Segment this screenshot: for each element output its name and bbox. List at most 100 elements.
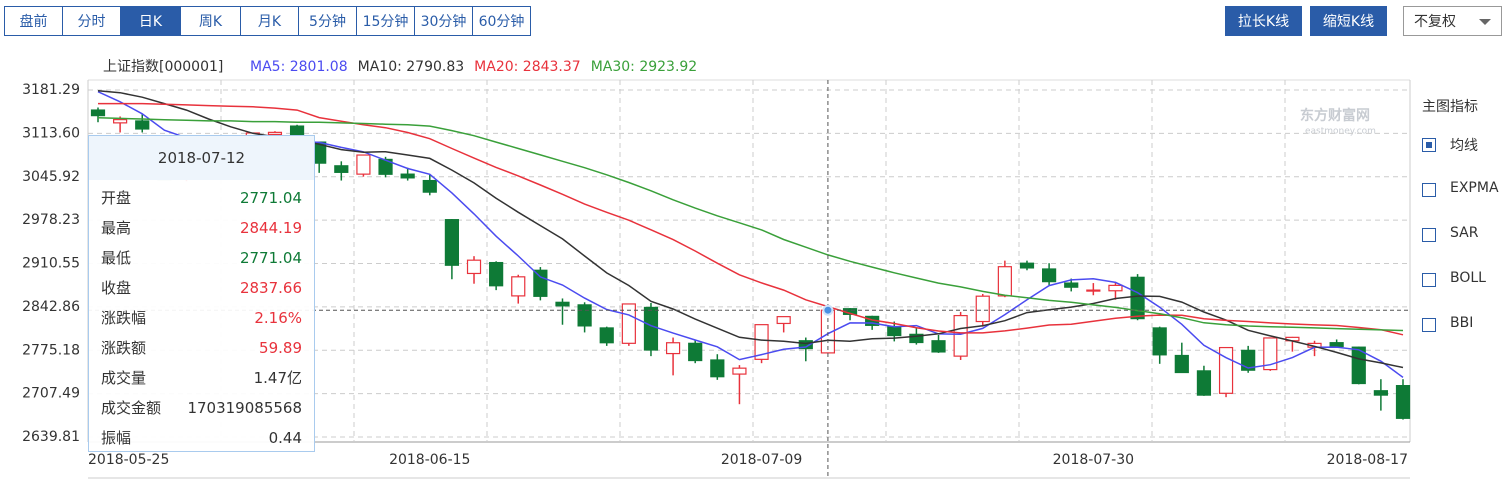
action-button[interactable]: 拉长K线 — [1225, 6, 1302, 36]
candle-body — [931, 340, 946, 353]
tooltip-value: 2771.04 — [239, 189, 302, 207]
candle-body — [356, 154, 371, 175]
tooltip-label: 最低 — [101, 249, 132, 267]
tooltip: 2018-07-12 开盘 2771.04 最高 2844.19 最低 2771.04 收盘… — [88, 135, 315, 452]
legend-entry: MA20: 2843.37 — [474, 59, 581, 75]
candle-body — [533, 269, 548, 297]
period-button[interactable]: 日K — [120, 6, 181, 36]
tooltip-value: 2771.04 — [239, 249, 302, 267]
tooltip-label: 开盘 — [101, 189, 132, 207]
candle-body — [953, 314, 968, 357]
candle-body — [511, 276, 526, 297]
tooltip-row: 涨跌额 59.89 — [101, 333, 302, 363]
tooltip-value: 59.89 — [259, 339, 302, 357]
period-button[interactable]: 盘前 — [4, 6, 63, 36]
candle-body — [466, 259, 482, 275]
adjust-select[interactable]: 不复权 — [1403, 6, 1502, 36]
candle-body — [378, 158, 393, 175]
period-button[interactable]: 30分钟 — [414, 6, 473, 36]
y-tick-label: 3181.29 — [22, 82, 80, 98]
candle-body — [909, 333, 924, 344]
indicator-checkbox[interactable] — [1422, 138, 1436, 152]
y-tick-label: 2910.55 — [22, 256, 80, 272]
candle-body — [1130, 276, 1145, 320]
candle-body — [887, 326, 902, 337]
candle-body — [732, 367, 747, 375]
candle-body — [1373, 390, 1388, 396]
period-button[interactable]: 5分钟 — [298, 6, 357, 36]
candle-body — [997, 266, 1012, 297]
tooltip-date: 2018-07-12 — [89, 136, 314, 180]
y-tick-label: 2707.49 — [22, 386, 80, 402]
tooltip-label: 涨跌幅 — [101, 309, 147, 327]
candle-body — [599, 327, 614, 344]
candle-body — [1241, 349, 1256, 371]
legend-entry: MA10: 2790.83 — [358, 59, 465, 75]
indicator-option[interactable]: EXPMA — [1450, 180, 1499, 196]
watermark-url: eastmoney.com — [1305, 127, 1376, 137]
candle-body — [1064, 282, 1079, 288]
tooltip-label: 收盘 — [101, 279, 132, 297]
candle-body — [975, 295, 990, 323]
candle-body — [90, 109, 106, 117]
indicator-checkbox[interactable] — [1422, 273, 1436, 287]
y-tick-label: 2978.23 — [22, 212, 80, 228]
legend-entry: MA30: 2923.92 — [591, 59, 698, 75]
indicator-option[interactable]: SAR — [1450, 225, 1479, 241]
candle-body — [1019, 262, 1035, 269]
legend-entry: MA5: 2801.08 — [250, 59, 348, 75]
tooltip-value: 0.44 — [268, 429, 302, 447]
ma-line — [97, 116, 1404, 332]
tooltip-row: 振幅 0.44 — [101, 423, 302, 453]
indicator-checkbox[interactable] — [1422, 318, 1436, 332]
ma-line — [97, 91, 1404, 379]
candle-body — [798, 340, 813, 350]
tooltip-row: 涨跌幅 2.16% — [101, 303, 302, 333]
candle-body — [710, 359, 725, 378]
candle-body — [1329, 342, 1344, 348]
tooltip-value: 2837.66 — [239, 279, 302, 297]
candle-body — [1086, 289, 1101, 292]
candle-body — [489, 261, 504, 287]
indicator-option[interactable]: BBI — [1450, 315, 1474, 331]
candle-body — [1263, 337, 1278, 371]
period-button[interactable]: 分时 — [62, 6, 121, 36]
candle-body — [267, 131, 283, 136]
candle-body — [643, 306, 659, 351]
period-button[interactable]: 60分钟 — [472, 6, 531, 36]
tooltip-row: 开盘 2771.04 — [101, 183, 302, 213]
candle-body — [665, 342, 681, 355]
period-button[interactable]: 月K — [240, 6, 299, 36]
candle-body — [1196, 370, 1212, 396]
candle-body — [688, 342, 703, 362]
indicator-checkbox[interactable] — [1422, 228, 1436, 242]
indicator-checkbox[interactable] — [1422, 183, 1436, 197]
tooltip-label: 振幅 — [101, 429, 132, 447]
candle-body — [776, 316, 791, 325]
candle-body — [422, 179, 437, 193]
indicator-option[interactable]: 均线 — [1450, 138, 1478, 154]
tooltip-label: 最高 — [101, 219, 132, 237]
y-tick-label: 2775.18 — [22, 342, 80, 358]
adjust-label: 不复权 — [1414, 14, 1456, 30]
x-tick-label: 2018-06-15 — [389, 452, 470, 468]
watermark: 东方财富网 — [1300, 107, 1370, 124]
y-tick-label: 3045.92 — [22, 169, 80, 185]
candle-body — [1395, 385, 1411, 419]
crosshair-dot — [822, 304, 834, 316]
ma-line — [97, 90, 1404, 369]
y-tick-label: 3113.60 — [22, 125, 80, 141]
x-tick-label: 2018-07-09 — [721, 452, 802, 468]
tooltip-label: 涨跌额 — [101, 339, 147, 357]
tooltip-value: 170319085568 — [187, 399, 302, 417]
x-tick-label: 2018-08-17 — [1327, 452, 1408, 468]
tooltip-row: 成交金额 170319085568 — [101, 393, 302, 423]
period-button[interactable]: 15分钟 — [356, 6, 415, 36]
x-tick-label: 2018-05-25 — [88, 452, 169, 468]
tooltip-label: 成交金额 — [101, 399, 162, 417]
x-tick-label: 2018-07-30 — [1053, 452, 1134, 468]
indicator-option[interactable]: BOLL — [1450, 270, 1486, 286]
y-tick-label: 2639.81 — [22, 429, 80, 445]
action-button[interactable]: 缩短K线 — [1310, 6, 1387, 36]
